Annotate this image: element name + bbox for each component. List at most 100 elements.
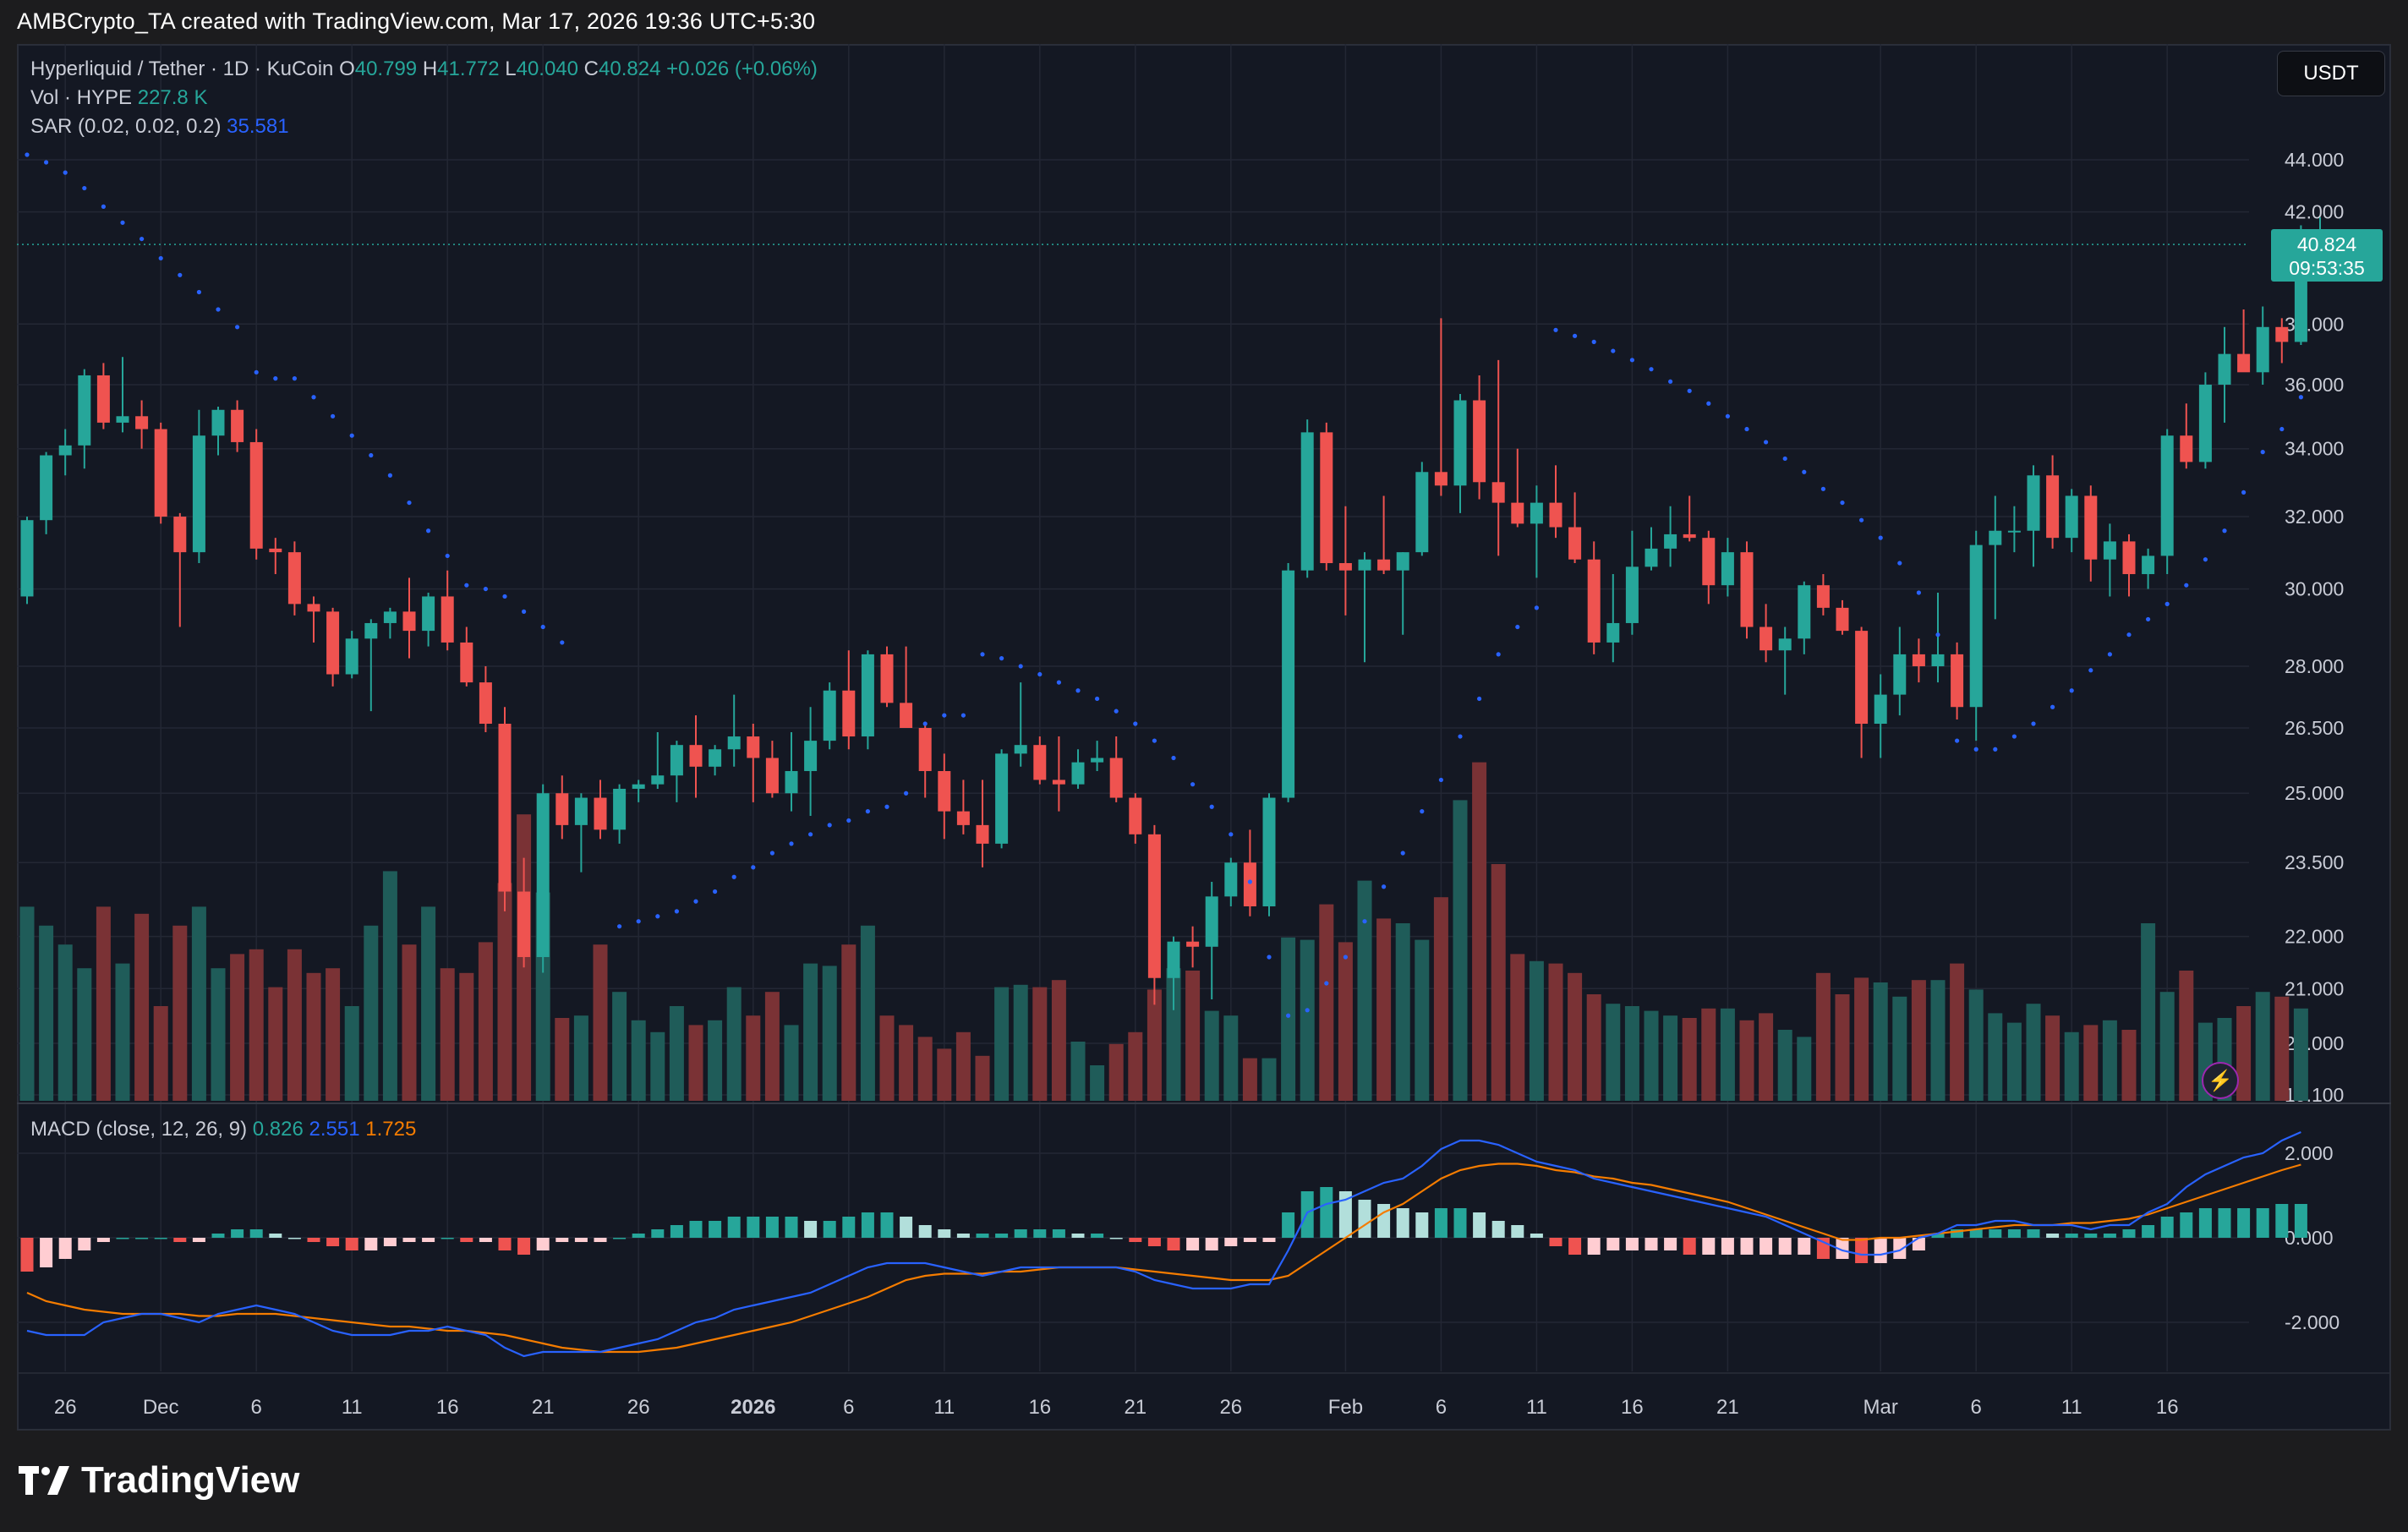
symbol-legend: Hyperliquid / Tether · 1D · KuCoin O40.7… <box>30 57 818 80</box>
volume-bar <box>1204 1010 1219 1101</box>
volume-bar <box>440 968 455 1101</box>
candle-body <box>2142 555 2155 575</box>
volume-bar <box>2026 1004 2041 1101</box>
sar-dot <box>158 255 163 261</box>
sar-dot <box>464 583 469 588</box>
sar-dot <box>1305 1008 1310 1013</box>
candle-body <box>1645 548 1658 567</box>
macd-histogram-bar <box>422 1238 435 1242</box>
sar-dot <box>1859 517 1864 523</box>
sar-dot <box>2146 616 2151 622</box>
price-axis-label: 21.000 <box>2285 977 2344 999</box>
sar-dot <box>1534 605 1539 610</box>
macd-histogram-bar <box>173 1238 187 1242</box>
macd-histogram-bar <box>2294 1204 2307 1238</box>
macd-histogram-bar <box>861 1212 874 1238</box>
sar-dot <box>2203 557 2208 562</box>
candle-body <box>1989 530 2002 545</box>
sar-dot <box>1438 777 1443 783</box>
candle-body <box>1721 552 1734 586</box>
volume-bar <box>1510 954 1525 1101</box>
macd-histogram-bar <box>135 1238 149 1239</box>
candle-body <box>479 682 492 725</box>
candle-body <box>231 409 244 442</box>
price-axis-label: 30.000 <box>2285 578 2344 600</box>
sar-dot <box>120 220 125 225</box>
volume-bar <box>1070 1042 1086 1101</box>
volume-bar <box>1701 1008 1716 1101</box>
candle-body <box>2065 495 2078 539</box>
macd-histogram-bar <box>727 1217 741 1238</box>
sar-dot <box>1782 456 1787 462</box>
sar-dot <box>2241 490 2247 495</box>
volume-bar <box>1319 904 1334 1101</box>
macd-histogram-bar <box>287 1238 301 1239</box>
volume-bar <box>2006 1022 2022 1101</box>
sar-dot <box>140 236 145 242</box>
macd-histogram-bar <box>613 1238 627 1239</box>
macd-histogram-bar <box>460 1238 473 1242</box>
macd-histogram-bar <box>2007 1229 2021 1238</box>
currency-button[interactable]: USDT <box>2277 51 2385 96</box>
candle-body <box>1243 862 1256 906</box>
macd-histogram-bar <box>765 1217 779 1238</box>
candle-body <box>2027 475 2040 531</box>
lightning-icon[interactable]: ⚡ <box>2202 1062 2239 1099</box>
macd-histogram-bar <box>1147 1238 1161 1246</box>
candle-body <box>58 445 72 456</box>
sar-dot <box>2260 450 2265 455</box>
candle-body <box>422 596 435 632</box>
sar-dot <box>1802 469 1807 474</box>
candle-body <box>1951 654 1964 708</box>
sar-dot <box>2031 721 2036 726</box>
close-value: 40.824 <box>599 57 661 80</box>
macd-histogram-bar <box>2218 1208 2231 1238</box>
volume-bar <box>1835 994 1850 1101</box>
sar-dot <box>82 185 87 191</box>
macd-histogram-bar <box>1855 1238 1869 1263</box>
candle-body <box>918 728 932 771</box>
macd-histogram-bar <box>1969 1229 1983 1238</box>
candle-body <box>1300 432 1314 571</box>
candle-body <box>1129 797 1142 834</box>
sar-dot <box>789 841 794 846</box>
volume-bar <box>1797 1037 1812 1101</box>
time-axis-label: 11 <box>2061 1396 2082 1419</box>
sar-dot <box>1955 738 1960 743</box>
sar-dot <box>1037 671 1043 677</box>
sar-dot <box>922 721 928 726</box>
candle-body <box>1912 654 1925 667</box>
candle-body <box>689 745 703 767</box>
volume-bar <box>364 925 379 1101</box>
time-axis-label: 16 <box>2156 1396 2179 1419</box>
macd-histogram-bar <box>900 1217 913 1238</box>
sar-dot <box>1744 426 1749 432</box>
sar-dot <box>884 804 889 809</box>
sar-dot <box>1171 755 1176 761</box>
chart-canvas[interactable]: 44.000 42.000 38.000 36.000 34.000 32.000 30.0… <box>17 44 2391 1431</box>
volume-bar <box>2274 996 2290 1101</box>
sar-dot <box>1209 804 1214 809</box>
sar-dot <box>2107 652 2112 657</box>
sar-dot <box>2222 528 2227 533</box>
candle-body <box>1167 941 1180 978</box>
macd-histogram-bar <box>1836 1238 1849 1259</box>
candle-body <box>1778 638 1792 651</box>
volume-bar <box>746 1015 761 1101</box>
sar-dot <box>713 889 718 895</box>
sar-dot <box>1649 367 1654 372</box>
tradingview-logo[interactable]: TradingView <box>19 1459 299 1502</box>
macd-histogram-bar <box>1052 1229 1065 1238</box>
volume-bar <box>1568 972 1583 1101</box>
macd-histogram-bar <box>1091 1234 1104 1238</box>
candle-body <box>96 375 110 423</box>
candle-body <box>1511 502 1524 524</box>
macd-histogram-bar <box>479 1238 492 1242</box>
volume-bar <box>1090 1065 1105 1101</box>
volume-bar <box>421 906 436 1101</box>
candle-body <box>670 745 683 776</box>
macd-histogram-bar <box>1511 1225 1524 1238</box>
candle-body <box>1587 559 1601 643</box>
macd-histogram-bar <box>192 1238 205 1242</box>
time-axis-label: 2026 <box>731 1396 775 1419</box>
